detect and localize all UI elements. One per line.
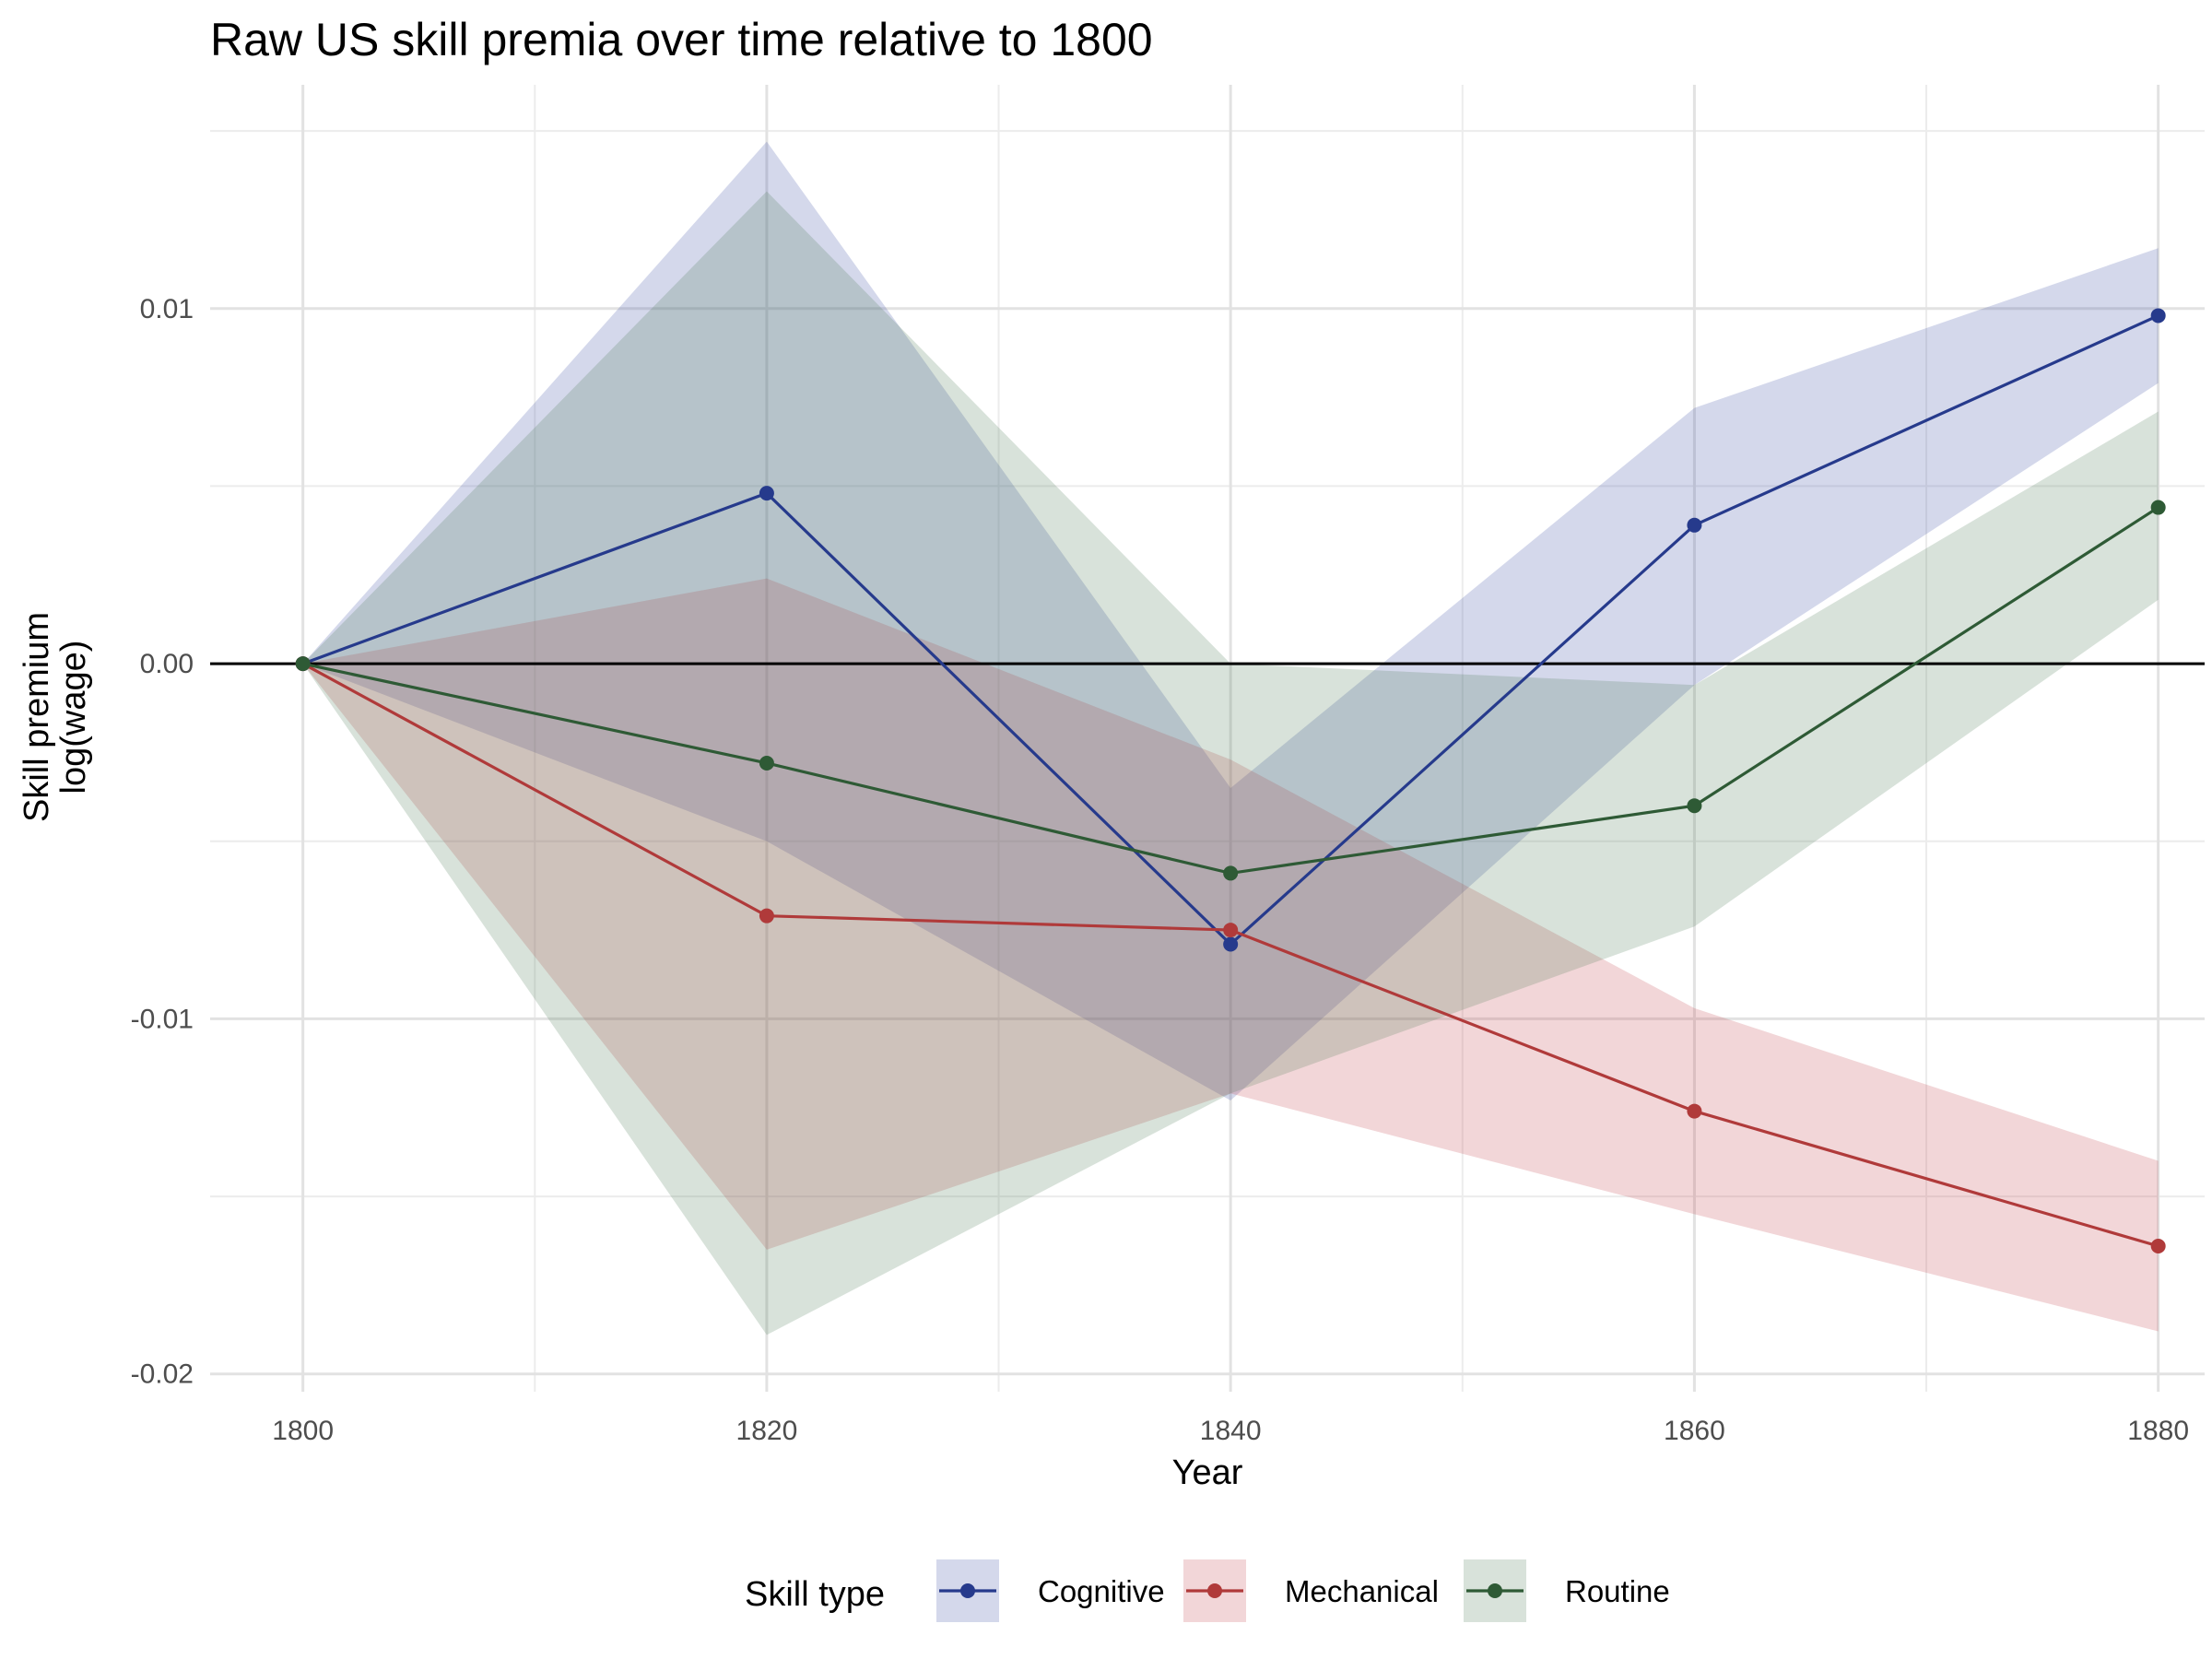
y-tick-label: -0.02 [131, 1359, 194, 1390]
y-axis-title: Skill premium log(wage) [18, 612, 93, 822]
x-tick-label: 1820 [736, 1416, 798, 1446]
y-axis-title-line-2: log(wage) [54, 641, 93, 794]
routine-legend-point [1488, 1583, 1502, 1598]
routine-legend-label: Routine [1565, 1574, 1670, 1608]
legend: Skill type Cognitive Mechanical Routine [745, 1559, 1670, 1622]
routine-point [1687, 798, 1702, 814]
cognitive-legend-label: Cognitive [1038, 1574, 1165, 1608]
x-axis-title: Year [1172, 1453, 1243, 1492]
x-tick-label: 1840 [1200, 1416, 1262, 1446]
cognitive-confidence-band [302, 141, 2159, 1101]
cognitive-point [1687, 517, 1702, 533]
mechanical-point [2150, 1239, 2166, 1254]
routine-confidence-band [302, 191, 2159, 1335]
y-axis-title-line-1: Skill premium [18, 612, 56, 822]
cognitive-point [759, 486, 774, 501]
mechanical-legend-point [1207, 1583, 1222, 1598]
series-points [295, 308, 2166, 1254]
y-axis-ticks: 0.01 0.00 -0.01 -0.02 [131, 294, 194, 1390]
chart-title: Raw US skill premia over time relative t… [210, 14, 1153, 65]
cognitive-legend-point [960, 1583, 975, 1598]
mechanical-point [759, 908, 774, 924]
cognitive-point [2150, 308, 2166, 324]
routine-point [2150, 500, 2166, 515]
mechanical-point [1223, 923, 1239, 938]
x-tick-label: 1860 [1664, 1416, 1725, 1446]
legend-title: Skill type [745, 1575, 885, 1614]
routine-point [295, 656, 311, 672]
routine-point [1223, 865, 1239, 881]
y-tick-label: 0.00 [140, 649, 194, 679]
mechanical-legend-label: Mechanical [1285, 1574, 1439, 1608]
x-tick-label: 1880 [2127, 1416, 2189, 1446]
mechanical-point [1687, 1103, 1702, 1119]
x-tick-label: 1800 [272, 1416, 334, 1446]
routine-point [759, 755, 774, 771]
grid-minor [210, 85, 2205, 1392]
y-tick-label: -0.01 [131, 1004, 194, 1034]
y-tick-label: 0.01 [140, 294, 194, 324]
x-axis-ticks: 1800 1820 1840 1860 1880 [272, 1416, 2189, 1446]
cognitive-point [1223, 936, 1239, 952]
